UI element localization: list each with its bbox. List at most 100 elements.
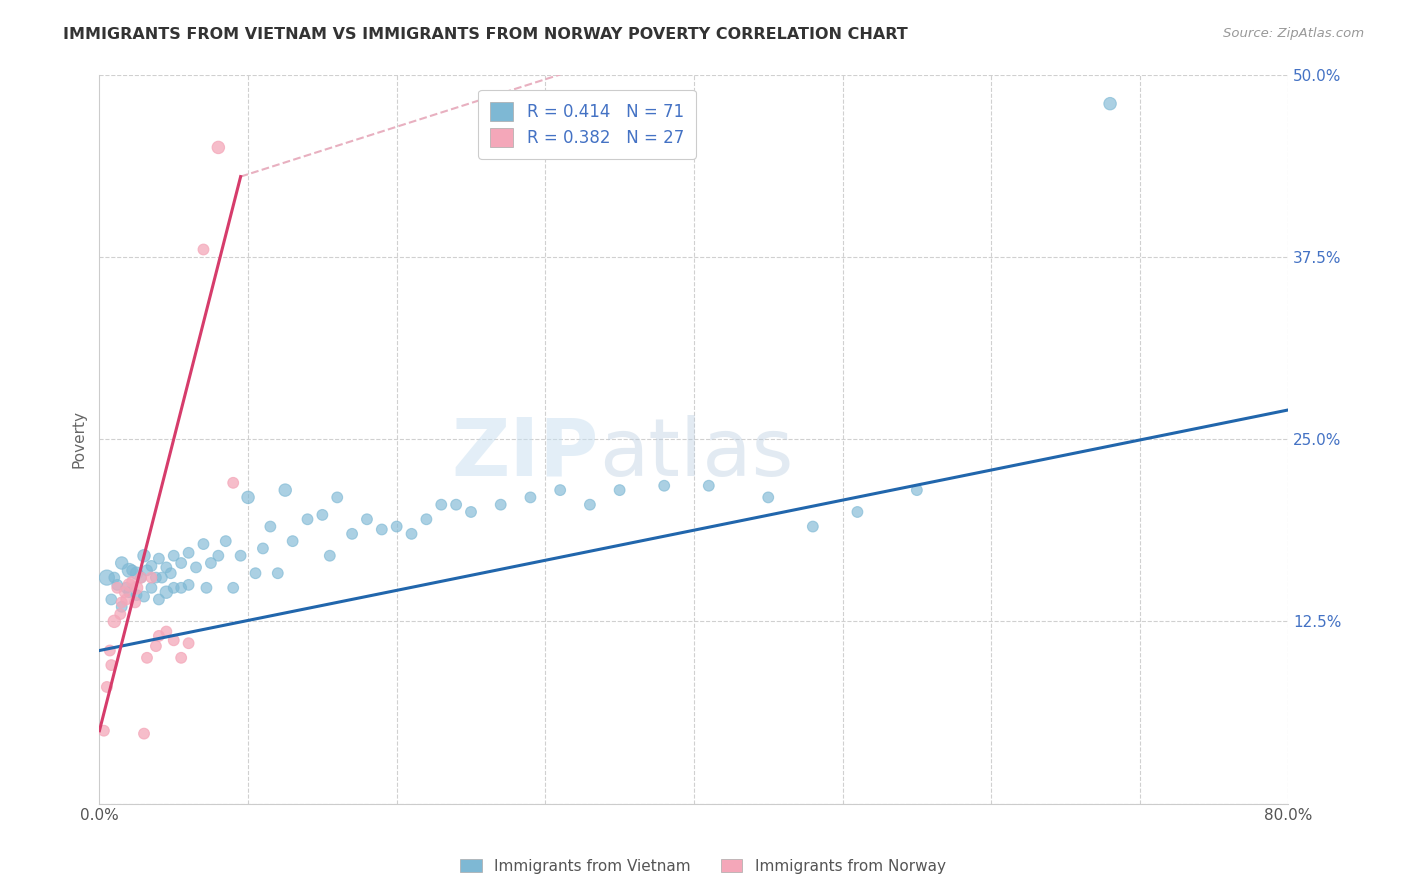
Point [125, 581, 148, 595]
Point [115, 581, 138, 595]
Point [121, 563, 143, 577]
Point [356, 512, 378, 526]
Point [415, 512, 437, 526]
Point [184, 560, 207, 574]
Point [155, 624, 177, 639]
Point [274, 483, 297, 497]
Point [129, 571, 152, 585]
Point [195, 581, 218, 595]
Point [115, 592, 138, 607]
Point [159, 566, 181, 581]
Point [319, 549, 342, 563]
Point [385, 519, 408, 533]
Point [177, 546, 200, 560]
Point [756, 491, 779, 505]
Point [103, 571, 125, 585]
Point [177, 636, 200, 650]
Point [141, 581, 163, 595]
Point [132, 590, 155, 604]
Point [111, 599, 134, 614]
Point [136, 563, 159, 577]
Point [118, 578, 141, 592]
Point [259, 519, 281, 533]
Point [96, 571, 118, 585]
Point [697, 479, 720, 493]
Point [1099, 96, 1122, 111]
Point [145, 639, 167, 653]
Text: ZIP: ZIP [451, 415, 599, 492]
Point [141, 571, 163, 585]
Text: atlas: atlas [599, 415, 793, 492]
Point [155, 585, 177, 599]
Point [148, 629, 170, 643]
Point [222, 475, 245, 490]
Point [132, 726, 155, 740]
Point [110, 607, 132, 621]
Y-axis label: Poverty: Poverty [72, 410, 86, 468]
Point [124, 595, 146, 609]
Point [326, 491, 349, 505]
Point [170, 581, 193, 595]
Point [136, 650, 159, 665]
Point [267, 566, 290, 581]
Point [371, 523, 394, 537]
Point [236, 491, 259, 505]
Point [170, 650, 193, 665]
Point [905, 483, 928, 497]
Point [846, 505, 869, 519]
Point [801, 519, 824, 533]
Point [125, 566, 148, 581]
Point [145, 571, 167, 585]
Point [118, 563, 141, 577]
Point [141, 558, 163, 573]
Point [111, 556, 134, 570]
Point [401, 526, 423, 541]
Point [105, 581, 128, 595]
Point [200, 556, 222, 570]
Point [100, 658, 122, 673]
Point [489, 498, 512, 512]
Legend: R = 0.414   N = 71, R = 0.382   N = 27: R = 0.414 N = 71, R = 0.382 N = 27 [478, 90, 696, 159]
Point [460, 505, 482, 519]
Point [163, 549, 186, 563]
Point [150, 571, 173, 585]
Point [121, 574, 143, 589]
Point [222, 581, 245, 595]
Text: IMMIGRANTS FROM VIETNAM VS IMMIGRANTS FROM NORWAY POVERTY CORRELATION CHART: IMMIGRANTS FROM VIETNAM VS IMMIGRANTS FR… [63, 27, 908, 42]
Point [148, 551, 170, 566]
Point [103, 615, 125, 629]
Point [132, 549, 155, 563]
Point [177, 578, 200, 592]
Point [609, 483, 631, 497]
Point [215, 534, 238, 549]
Point [163, 581, 186, 595]
Point [155, 560, 177, 574]
Point [548, 483, 571, 497]
Text: Source: ZipAtlas.com: Source: ZipAtlas.com [1223, 27, 1364, 40]
Point [100, 592, 122, 607]
Point [98, 643, 121, 657]
Point [430, 498, 453, 512]
Point [652, 479, 675, 493]
Point [114, 585, 136, 599]
Point [340, 526, 363, 541]
Point [207, 549, 229, 563]
Point [297, 512, 319, 526]
Point [579, 498, 602, 512]
Point [311, 508, 333, 522]
Legend: Immigrants from Vietnam, Immigrants from Norway: Immigrants from Vietnam, Immigrants from… [454, 853, 952, 880]
Point [281, 534, 304, 549]
Point [125, 588, 148, 602]
Point [444, 498, 467, 512]
Point [93, 723, 115, 738]
Point [105, 578, 128, 592]
Point [207, 140, 229, 154]
Point [193, 537, 215, 551]
Point [111, 595, 134, 609]
Point [148, 592, 170, 607]
Point [519, 491, 541, 505]
Point [96, 680, 118, 694]
Point [129, 571, 152, 585]
Point [245, 566, 267, 581]
Point [252, 541, 274, 556]
